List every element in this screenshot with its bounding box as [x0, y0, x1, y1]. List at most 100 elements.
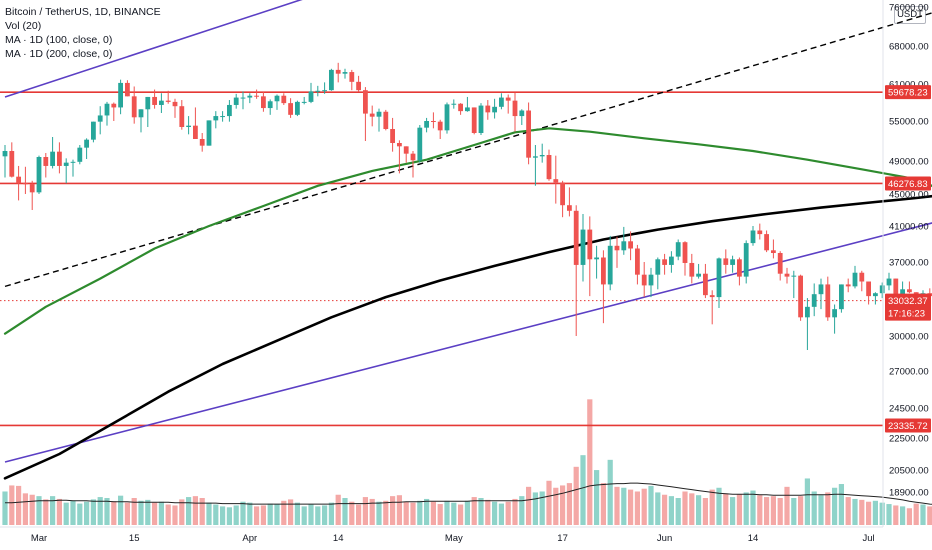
ma100-line	[3, 127, 932, 335]
volume-bar	[22, 493, 28, 525]
volume-bar	[342, 498, 348, 525]
symbol-title[interactable]: Bitcoin / TetherUS, 1D, BINANCE	[5, 6, 161, 18]
candle-body	[403, 146, 409, 154]
volume-bar	[362, 497, 368, 525]
volume-bar	[838, 484, 844, 525]
time-tick-label: 14	[333, 533, 344, 544]
volume-bar	[328, 502, 334, 525]
volume-bar	[519, 496, 525, 525]
candle-body	[159, 100, 164, 105]
candle-body	[437, 121, 443, 131]
candle-body	[458, 103, 463, 112]
volume-bar	[893, 505, 899, 525]
candle-body	[91, 121, 96, 140]
candle-body	[267, 101, 273, 109]
volume-bar	[689, 493, 695, 525]
level-price-tag	[885, 418, 931, 433]
candle-body	[356, 81, 361, 91]
candle-body	[873, 293, 878, 297]
volume-pane	[2, 399, 932, 525]
candle-body	[594, 257, 599, 260]
volume-bar	[63, 502, 69, 525]
volume-bar	[131, 498, 137, 525]
volume-bar	[532, 492, 538, 525]
candle-body	[682, 242, 688, 263]
candle-body	[240, 97, 246, 99]
candle-body	[859, 272, 865, 282]
volume-bar	[886, 504, 892, 525]
volume-bar	[56, 498, 62, 525]
volume-bar	[818, 495, 824, 525]
ma200-indicator-label[interactable]: MA · 1D (200, close, 0)	[5, 48, 113, 60]
candles	[2, 62, 932, 350]
candle-body	[539, 155, 545, 157]
volume-bar	[213, 504, 219, 525]
volume-bar	[566, 483, 572, 525]
level-price-tag-label: 59678.23	[888, 88, 928, 99]
volume-bar	[580, 455, 586, 525]
volume-bar	[199, 498, 205, 525]
candle-body	[505, 97, 511, 101]
candle-body	[335, 69, 341, 74]
candle-body	[444, 104, 450, 131]
volume-bar	[777, 498, 783, 525]
candle-body	[832, 309, 837, 318]
price-tick-label: 76000.00	[889, 3, 929, 14]
time-tick-label: Apr	[242, 533, 257, 544]
level-price-tag-label: 46276.83	[888, 179, 928, 190]
volume-bar	[498, 503, 504, 525]
currency-unit-button[interactable]: USDT	[894, 6, 926, 24]
volume-bar	[553, 487, 559, 525]
price-tick-label: 68000.00	[889, 42, 929, 53]
candle-body	[376, 111, 382, 117]
volume-bar	[260, 505, 266, 525]
volume-bar	[675, 498, 681, 525]
candle-body	[485, 105, 491, 113]
volume-bar	[36, 496, 42, 525]
time-tick-label: Jun	[657, 533, 672, 544]
candle-body	[410, 153, 416, 161]
candle-body	[308, 91, 314, 102]
volume-bar	[2, 491, 8, 525]
candle-body	[560, 182, 565, 206]
volume-bar	[267, 503, 273, 525]
candle-body	[607, 245, 613, 285]
candle-body	[628, 241, 633, 249]
candle-body	[213, 116, 219, 121]
time-tick-label: Jul	[863, 533, 875, 544]
candle-body	[546, 155, 552, 180]
candle-body	[104, 103, 110, 116]
candle-body	[281, 95, 287, 104]
volume-bar	[118, 495, 124, 525]
volume-bar	[417, 500, 423, 525]
candle-body	[580, 229, 586, 265]
ma100-indicator-label[interactable]: MA · 1D (100, close, 0)	[5, 34, 113, 46]
volume-indicator-label[interactable]: Vol (20)	[5, 20, 42, 32]
volume-bar	[798, 496, 804, 525]
candle-body	[84, 139, 89, 148]
volume-bar	[84, 501, 90, 525]
candle-body	[369, 113, 375, 117]
volume-bar	[471, 497, 477, 525]
candle-body	[254, 95, 259, 97]
candle-body	[777, 253, 783, 274]
trendline	[4, 222, 932, 463]
candle-body	[492, 106, 497, 113]
candle-body	[125, 82, 130, 97]
volume-bar	[403, 501, 409, 525]
volume-bar	[138, 500, 144, 525]
candle-body	[29, 184, 35, 193]
moving-averages	[3, 127, 932, 480]
volume-bar	[464, 500, 470, 525]
candle-body	[206, 120, 212, 146]
volume-bar	[206, 502, 212, 525]
price-tick-label: 37000.00	[889, 258, 929, 269]
volume-bar	[539, 491, 545, 525]
candle-body	[465, 107, 470, 112]
candle-body	[233, 97, 239, 105]
candle-body	[730, 259, 735, 265]
candle-body	[784, 273, 790, 277]
candle-body	[329, 69, 334, 91]
